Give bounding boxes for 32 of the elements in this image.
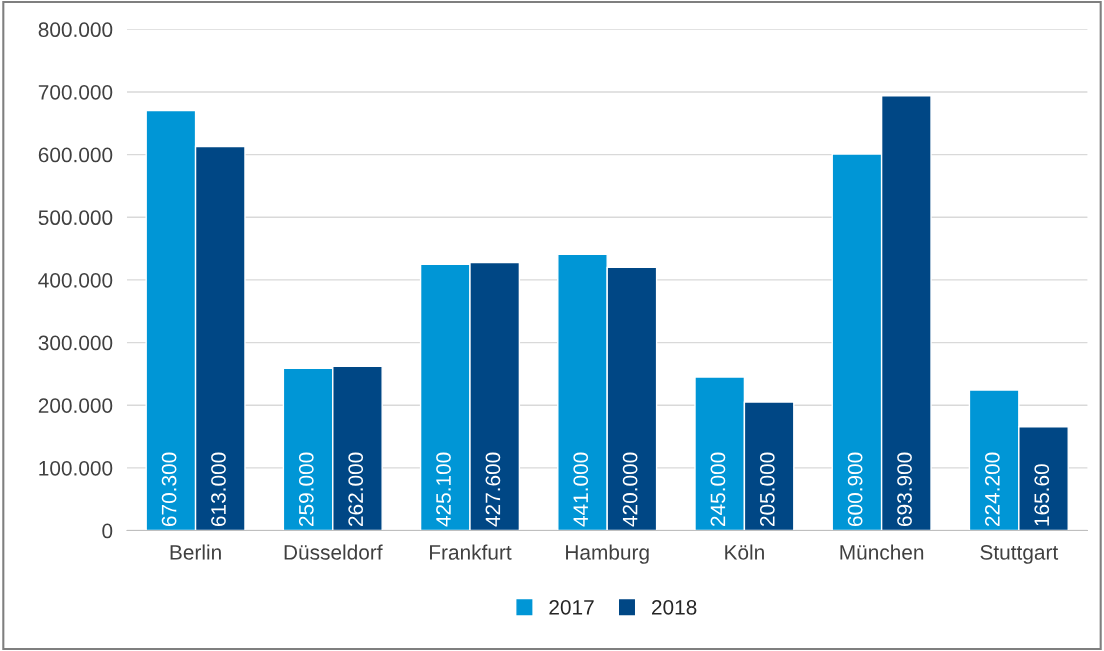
y-tick-label: 200.000 (38, 398, 113, 413)
x-tick-label: Stuttgart (980, 545, 1059, 564)
data-label: 224.200 (984, 452, 1000, 527)
y-tick-label: 600.000 (38, 147, 113, 163)
x-tick-label: Berlin (170, 544, 221, 560)
y-tick-label: 400.000 (38, 272, 113, 288)
y-tick-label: 700.000 (38, 84, 113, 100)
data-label: 425.100 (436, 452, 451, 527)
x-tick-label: Hamburg (566, 544, 649, 564)
data-label: 262.000 (348, 452, 364, 527)
data-label: 441.000 (573, 452, 589, 527)
data-label: 165.60 (1034, 464, 1050, 526)
x-tick-label: Frankfurt (430, 544, 512, 560)
data-label: 420.000 (622, 452, 638, 527)
data-label: 427.600 (485, 452, 501, 527)
x-tick-label: Düsseldorf (284, 544, 383, 560)
data-label: 693.900 (897, 452, 912, 526)
data-label: 670.300 (161, 452, 177, 526)
x-tick-label: München (840, 544, 924, 560)
data-label: 600.900 (847, 452, 863, 526)
y-tick-label: 800.000 (38, 22, 113, 38)
y-tick-label: 100.000 (39, 460, 113, 476)
y-tick-label: 300.000 (38, 335, 113, 351)
y-tick-label: 500.000 (38, 210, 113, 226)
legend-label: 2017 (549, 599, 594, 615)
data-label: 613.000 (211, 452, 226, 526)
data-label: 205.000 (759, 452, 775, 527)
x-tick-label: Köln (725, 544, 764, 560)
data-label: 245.000 (710, 452, 726, 527)
legend-label: 2018 (652, 599, 697, 615)
data-label: 259.000 (298, 452, 314, 527)
y-tick-label: 0 (102, 523, 113, 539)
